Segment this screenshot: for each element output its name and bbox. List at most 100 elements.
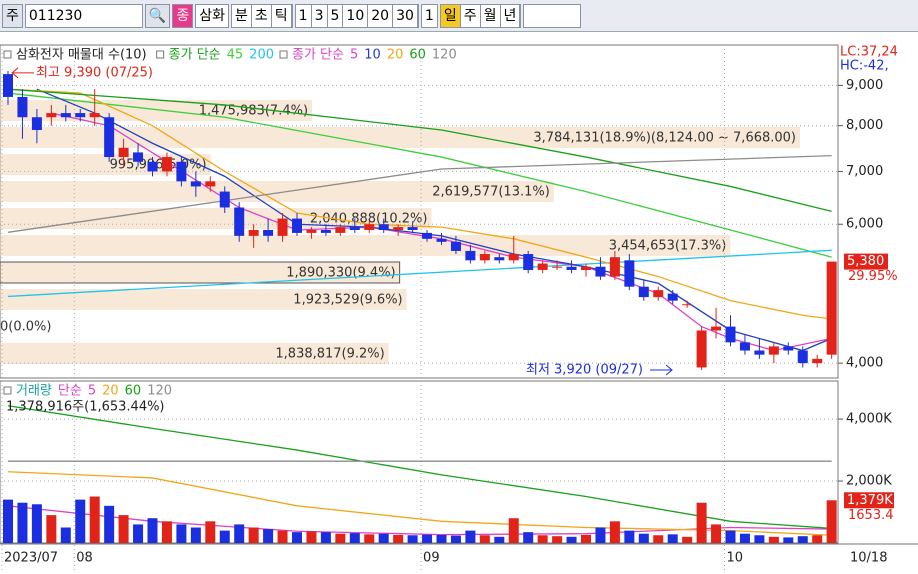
candle-body — [537, 263, 548, 270]
volume-bar — [277, 530, 288, 543]
y-tick-label: 4,000 — [846, 356, 883, 371]
frame-button[interactable]: 년 — [500, 4, 521, 27]
volume-bar — [754, 535, 765, 543]
unit-button[interactable]: 초 — [251, 4, 272, 27]
low-label: 최저 3,920 (09/27) — [526, 363, 643, 378]
volume-bar — [407, 535, 418, 543]
frame-button[interactable]: 월 — [480, 4, 501, 27]
volume-bar — [465, 530, 476, 543]
legend-label: 60 — [409, 48, 426, 63]
legend-label: 60 — [125, 384, 142, 399]
candle-body — [508, 254, 519, 261]
ma-line — [7, 155, 832, 233]
candle-body — [263, 229, 274, 236]
volume-bar — [797, 536, 808, 543]
x-tick-label: 08 — [76, 551, 93, 566]
last-price-tag — [844, 253, 888, 270]
volume-bar — [812, 535, 823, 543]
volume-profile-label: 3,454,653(17.3%) — [609, 239, 727, 254]
candle-body — [205, 181, 216, 187]
candle-body — [378, 224, 389, 230]
legend-label: 120 — [432, 48, 457, 63]
search-button[interactable]: 🔍 — [144, 3, 171, 28]
candle-body — [104, 117, 115, 158]
volume-bar — [696, 502, 707, 543]
volume-bar — [393, 534, 404, 543]
volume-bar — [783, 537, 794, 543]
candle-body — [566, 266, 577, 270]
y-tick-label: 9,000 — [846, 78, 883, 93]
x-tick-label: 10 — [727, 551, 744, 566]
legend-icon — [279, 50, 288, 59]
legend-label: 20 — [387, 48, 404, 63]
candle-body — [653, 290, 664, 298]
volume-bar — [263, 529, 274, 543]
volume-bar — [378, 533, 389, 543]
volume-bar — [17, 502, 28, 543]
extra-input[interactable] — [523, 3, 582, 28]
volume-info: 1,378,916주(1,653.44%) — [6, 400, 165, 415]
high-arrow — [11, 67, 34, 79]
volume-bar — [739, 533, 750, 543]
unit-button[interactable]: 분 — [231, 4, 252, 27]
volume-profile-label: 995,996(5.0%) — [110, 158, 207, 173]
candle-body — [826, 261, 837, 355]
candle-body — [436, 238, 447, 242]
candle-body — [75, 113, 86, 118]
y-tick-label: 2,000K — [846, 474, 892, 489]
period-button[interactable]: 5 — [327, 4, 344, 27]
last-change: 29.95% — [848, 269, 898, 284]
volume-ma-line — [7, 405, 832, 530]
candle-body — [754, 350, 765, 355]
y-tick-label: 4,000K — [846, 412, 892, 427]
market-select[interactable]: 주 — [2, 3, 23, 28]
period-button[interactable]: 20 — [368, 4, 394, 27]
volume-bar — [161, 521, 172, 543]
count-select[interactable]: 1 — [420, 3, 438, 28]
volume-profile-bar — [0, 343, 389, 364]
candle-body — [682, 304, 693, 306]
volume-bar — [450, 535, 461, 543]
volume-bar — [826, 500, 837, 543]
volume-bar — [537, 535, 548, 543]
legend-label: 45 — [227, 48, 244, 63]
legend-label: 200 — [249, 48, 274, 63]
candle-body — [624, 260, 635, 287]
period-button[interactable]: 3 — [311, 4, 328, 27]
period-button[interactable]: 10 — [343, 4, 369, 27]
candle-body — [349, 227, 360, 230]
stock-name: 삼화 — [195, 3, 229, 28]
candle-body — [46, 113, 57, 118]
y-tick-label: 6,000 — [846, 217, 883, 232]
code-input[interactable]: 011230 — [24, 3, 143, 28]
candle-body — [638, 286, 649, 298]
candle-body — [812, 358, 823, 364]
volume-bar — [711, 524, 722, 543]
last-ratio: 1653.4 — [848, 508, 894, 523]
high-label: 최고 9,390 (07/25) — [36, 65, 153, 80]
candle-body — [248, 229, 259, 236]
period-button[interactable]: 30 — [393, 4, 418, 27]
candle-body — [147, 161, 158, 172]
frame-button[interactable]: 주 — [460, 4, 481, 27]
volume-bar — [205, 521, 216, 543]
volume-profile-label: 1,838,817(9.2%) — [275, 347, 384, 362]
period-button[interactable]: 1 — [295, 4, 312, 27]
candle-body — [739, 342, 750, 351]
candle-body — [190, 181, 201, 187]
volume-bar — [364, 534, 375, 543]
volume-bar — [581, 534, 591, 543]
volume-profile-label: 3,784,131(18.9%)(8,124.00 ~ 7,668.00) — [533, 131, 796, 146]
candle-body — [595, 266, 606, 277]
volume-bar — [667, 534, 678, 543]
legend-group: 종가 단순 45 200 종가 단순 5 10 20 60 120 — [156, 48, 457, 63]
frame-button[interactable]: 일 — [440, 4, 461, 27]
candle-body — [3, 74, 13, 97]
unit-button[interactable]: 틱 — [271, 4, 292, 27]
ma-line — [7, 249, 832, 298]
last-volume: 1,379K — [847, 493, 893, 508]
candle-body — [667, 293, 678, 301]
volume-bar — [320, 532, 331, 543]
lc-label: LC:37,24 — [840, 45, 898, 60]
